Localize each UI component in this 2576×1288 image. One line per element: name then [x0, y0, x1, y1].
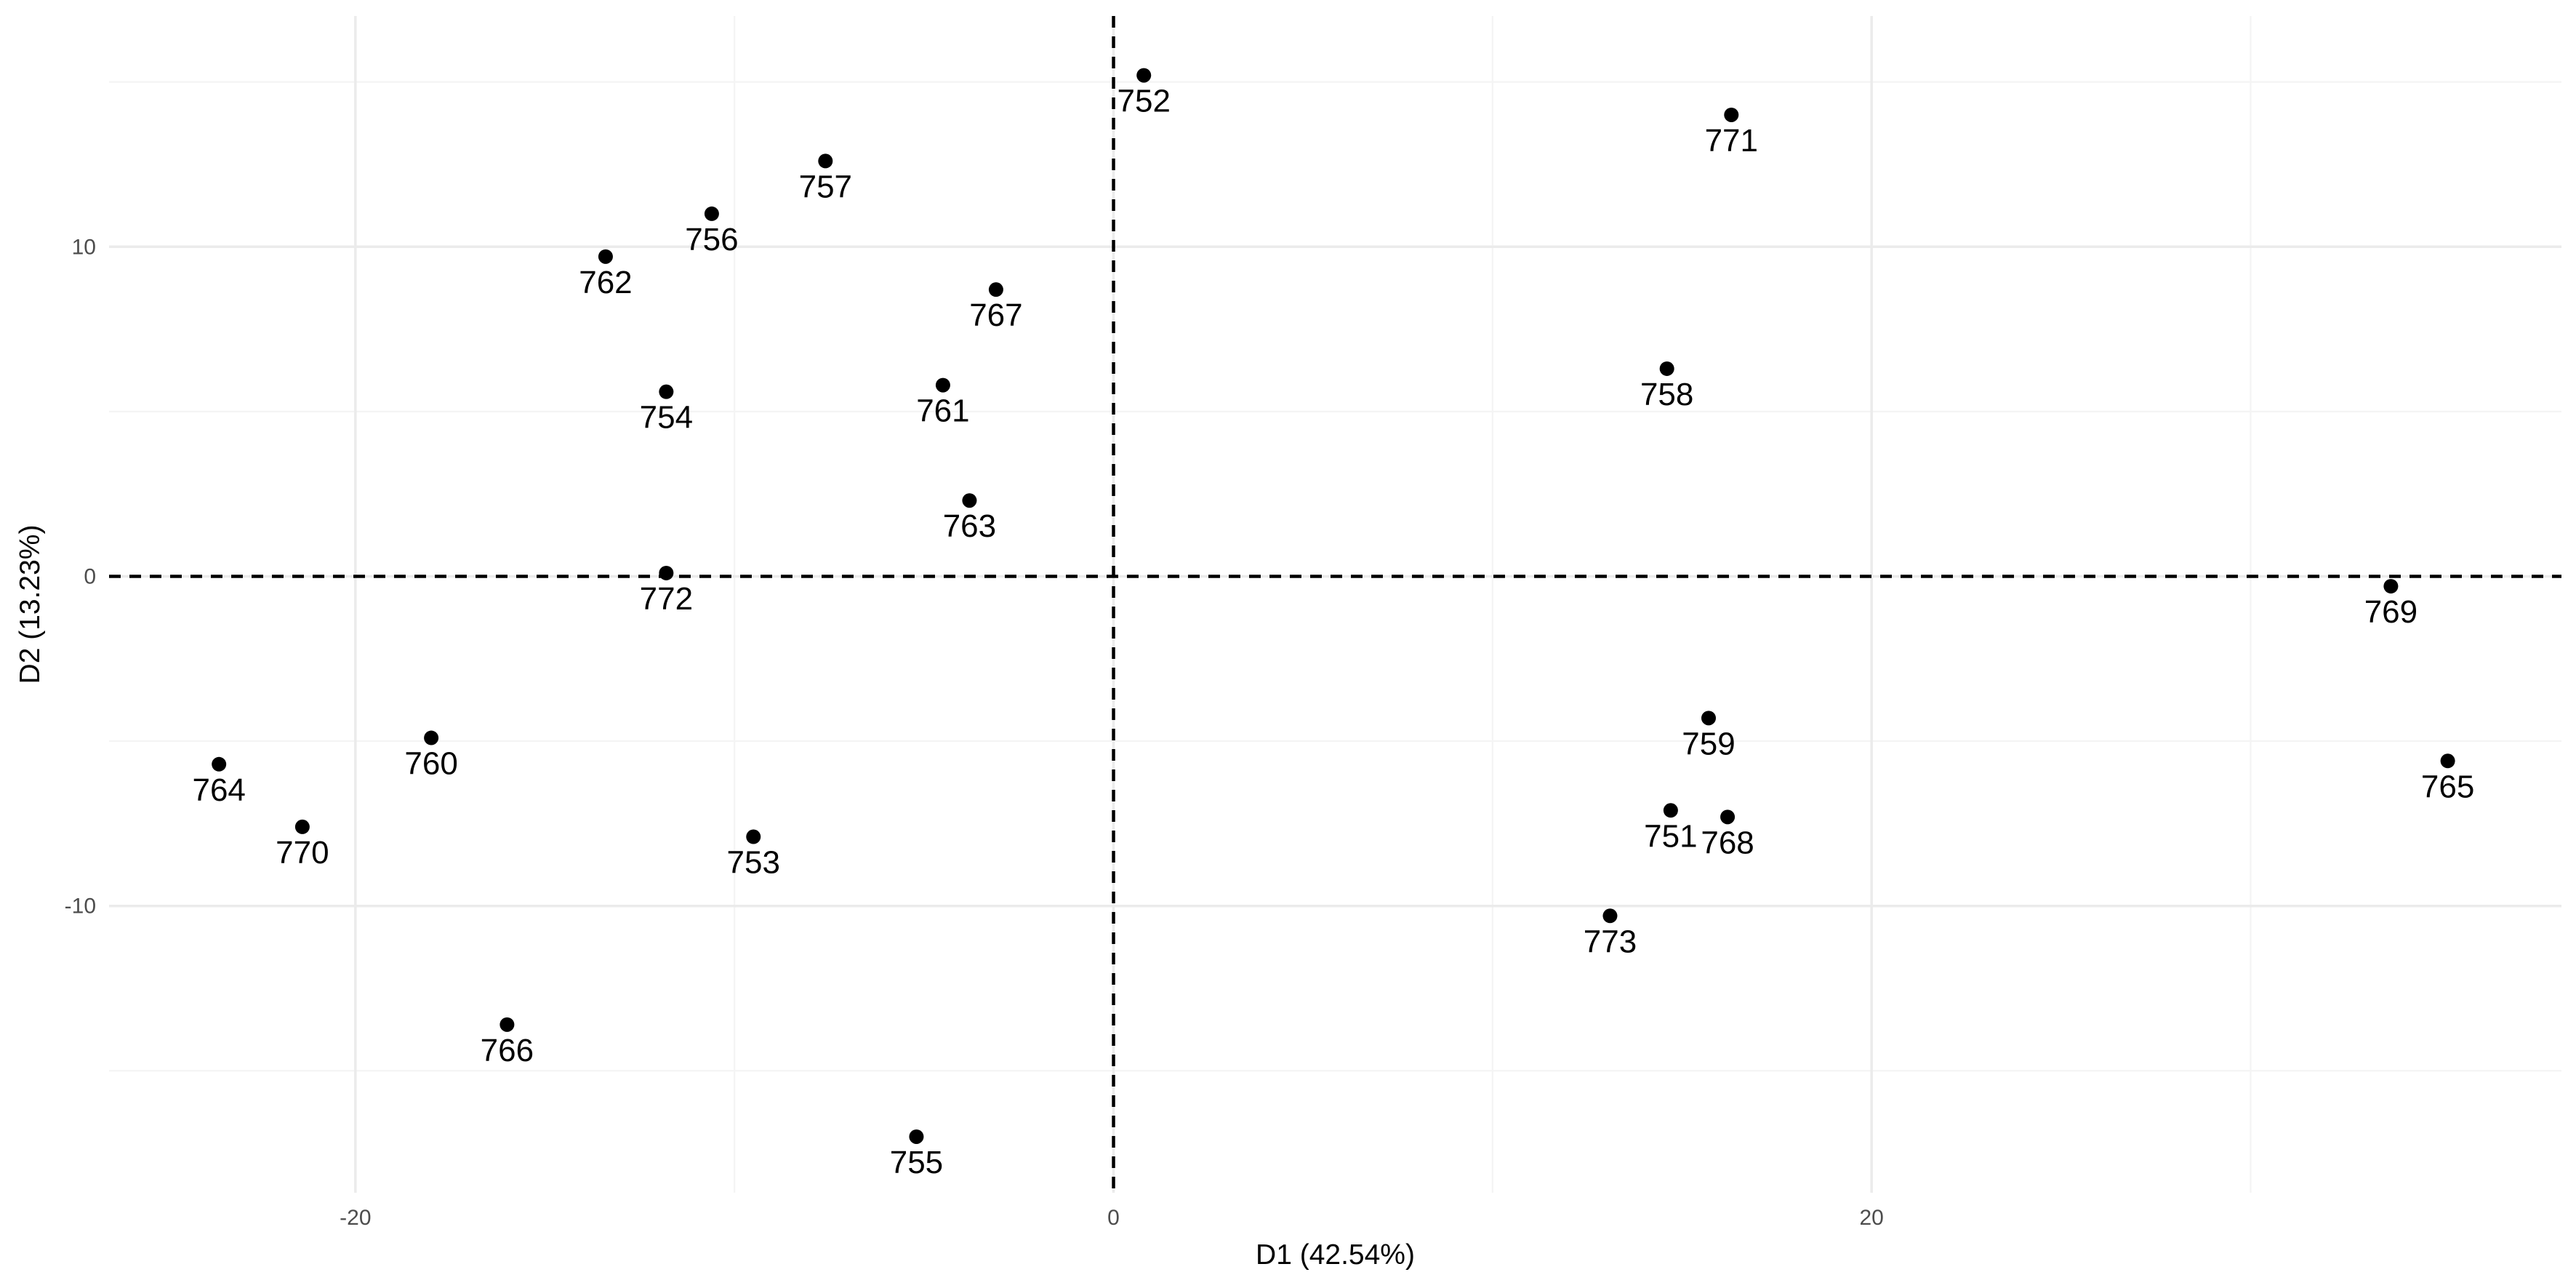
- data-point: [659, 384, 674, 399]
- point-label: 758: [1640, 377, 1693, 412]
- data-point: [1720, 809, 1736, 825]
- point-label: 767: [969, 297, 1022, 333]
- point-label: 755: [890, 1145, 943, 1180]
- data-point: [746, 829, 761, 844]
- data-point: [1724, 107, 1739, 122]
- data-point: [499, 1017, 515, 1032]
- data-point: [1136, 68, 1152, 83]
- point-label: 769: [2364, 594, 2417, 630]
- point-label: 766: [481, 1033, 534, 1068]
- x-tick-label: 20: [1859, 1206, 1883, 1230]
- point-label: 763: [943, 508, 996, 544]
- data-point: [212, 756, 227, 772]
- x-tick-label: -20: [340, 1206, 371, 1230]
- data-point: [598, 249, 613, 264]
- point-label: 753: [727, 845, 780, 881]
- data-points: [212, 68, 2455, 1144]
- point-label: 757: [799, 169, 852, 204]
- gridlines: [109, 16, 2561, 1193]
- point-label: 764: [192, 772, 245, 808]
- y-axis-title: D2 (13.23%): [15, 525, 46, 684]
- point-label: 760: [404, 746, 457, 782]
- data-point: [659, 565, 674, 580]
- point-label: 761: [916, 393, 969, 429]
- data-point: [2440, 753, 2455, 769]
- point-label: 770: [276, 835, 329, 871]
- point-label: 772: [640, 581, 693, 617]
- data-point: [1602, 908, 1618, 924]
- point-label: 771: [1705, 123, 1758, 159]
- point-label: 759: [1682, 726, 1735, 761]
- y-tick-label: 10: [72, 235, 96, 259]
- point-label: 751: [1644, 818, 1697, 854]
- y-tick-label: -10: [65, 895, 96, 919]
- data-point: [2383, 579, 2399, 594]
- point-label: 768: [1701, 825, 1754, 860]
- point-label: 773: [1584, 924, 1637, 959]
- y-tick-label: 0: [84, 564, 96, 588]
- x-tick-label: 0: [1107, 1206, 1120, 1230]
- data-point: [704, 206, 719, 221]
- point-label: 765: [2421, 769, 2474, 804]
- point-label: 754: [640, 400, 693, 436]
- data-point: [424, 730, 439, 745]
- point-label: 756: [685, 222, 738, 257]
- data-point: [935, 377, 950, 393]
- data-point: [988, 282, 1003, 297]
- data-point: [294, 819, 310, 834]
- data-point: [962, 493, 977, 508]
- data-point: [818, 153, 833, 169]
- data-point: [1701, 711, 1717, 726]
- point-label: 752: [1118, 84, 1171, 119]
- data-point: [1659, 361, 1674, 376]
- data-point: [909, 1129, 924, 1144]
- reference-lines: [109, 16, 2561, 1193]
- data-point: [1663, 803, 1678, 818]
- point-labels: 751 752 753 754 755 756 757 758 759 760 761 762 763 7…: [192, 84, 2474, 1180]
- x-axis-title: D1 (42.54%): [1256, 1239, 1415, 1271]
- point-label: 762: [579, 265, 632, 300]
- tick-labels: -20 0 20 -10 0 10: [65, 235, 1884, 1230]
